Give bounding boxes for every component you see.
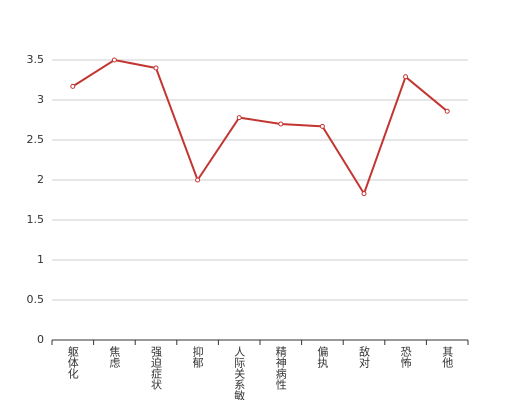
x-tick-label: 抑郁 xyxy=(191,345,204,368)
point xyxy=(111,57,117,63)
line xyxy=(72,58,448,196)
x-tick-label: 敌对 xyxy=(358,345,371,368)
x-tick-label: 强迫症状 xyxy=(150,346,163,390)
x-tick-label: 精神病性 xyxy=(274,346,287,391)
x-tick-label: 焦虑 xyxy=(108,346,121,368)
point xyxy=(444,108,450,114)
point xyxy=(236,115,242,121)
point xyxy=(195,177,201,183)
y-tick-label: 3.5 xyxy=(27,53,45,66)
x-tick-label: 躯体化 xyxy=(66,346,79,380)
point xyxy=(403,74,409,80)
point xyxy=(153,65,159,71)
x-tick-label: 偏执 xyxy=(316,345,329,369)
y-tick-label: 0.5 xyxy=(27,293,45,306)
y-tick-label: 1.5 xyxy=(27,213,45,226)
x-tick-label: 其他 xyxy=(441,346,454,368)
y-tick-label: 3 xyxy=(37,93,44,106)
x-tick-label: 恐怖 xyxy=(399,346,412,368)
y-tick-label: 2.5 xyxy=(27,133,45,146)
x-tick-label: 人际关系敏感 xyxy=(233,346,246,400)
y-tick-label: 2 xyxy=(37,173,44,186)
y-tick-label: 0 xyxy=(37,333,44,346)
y-tick-label: 1 xyxy=(37,253,44,266)
point xyxy=(70,83,76,89)
point xyxy=(278,121,284,127)
point xyxy=(361,191,367,197)
point xyxy=(319,123,325,129)
